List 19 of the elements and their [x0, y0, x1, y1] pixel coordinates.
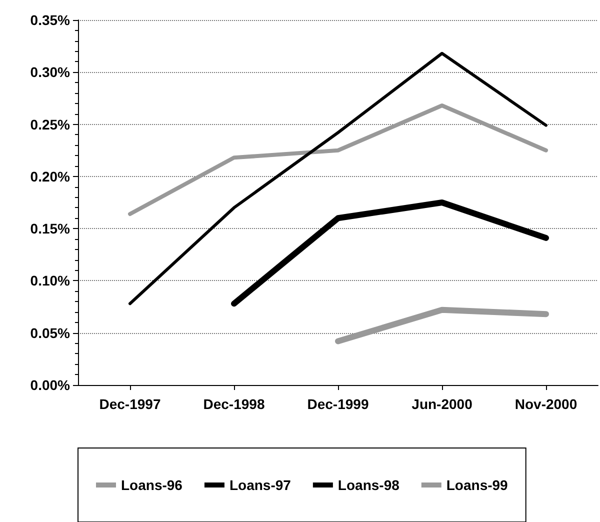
y-tick-label: 0.20%	[30, 168, 71, 184]
y-tick-label: 0.10%	[30, 272, 71, 289]
y-tick-label: 0.05%	[30, 324, 71, 341]
y-tick-label: 0.15%	[30, 220, 71, 237]
legend-label: Loans-99	[446, 477, 508, 493]
x-tick-label: Dec-1998	[203, 396, 265, 412]
x-tick-label: Dec-1997	[99, 396, 161, 412]
y-tick-label: 0.35%	[30, 12, 71, 28]
line-series	[128, 104, 548, 216]
y-tick-label: 0.00%	[30, 377, 71, 393]
line-series	[128, 52, 548, 306]
y-tick-label: 0.30%	[30, 64, 71, 80]
legend-label: Loans-97	[229, 477, 292, 493]
x-tick-label: Dec-1999	[307, 396, 369, 412]
y-tick-label: 0.25%	[30, 116, 71, 132]
x-tick-label: Jun-2000	[412, 396, 473, 412]
legend-label: Loans-96	[121, 477, 183, 493]
x-tick-label: Nov-2000	[514, 396, 578, 412]
legend-label: Loans-98	[338, 477, 400, 493]
